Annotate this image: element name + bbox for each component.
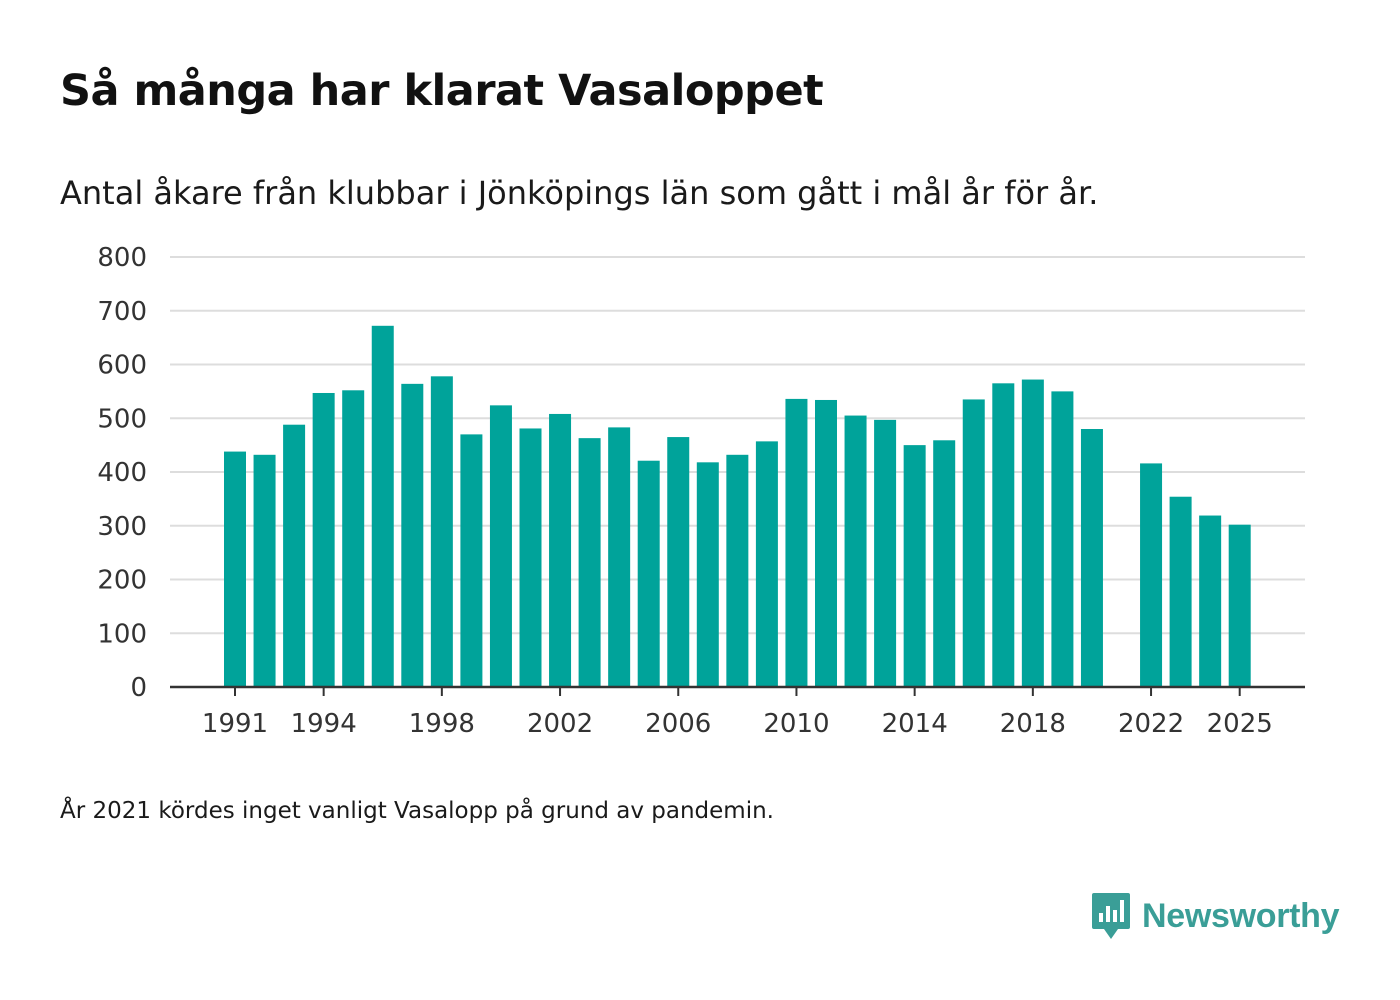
y-tick-label-300: 300 — [97, 512, 147, 542]
y-tick-label-400: 400 — [97, 458, 147, 488]
bar-1994 — [312, 392, 335, 687]
bars — [224, 325, 1251, 687]
y-tick-label-600: 600 — [97, 351, 147, 381]
brand-name: Newsworthy — [1142, 896, 1340, 935]
bar-2023 — [1169, 496, 1192, 687]
x-axis-ticks: 1991 1994 1998 2002 2006 2010 2014 2018 2022 2025 — [202, 687, 1273, 739]
x-tick-label-2006: 2006 — [645, 709, 711, 739]
bar-2002 — [549, 413, 572, 687]
y-tick-label-700: 700 — [97, 297, 147, 327]
chart-title: Så många har klarat Vasaloppet — [60, 66, 824, 116]
bar-1992 — [253, 454, 276, 687]
footnote: År 2021 kördes inget vanligt Vasalopp på… — [60, 798, 774, 824]
bar-2007 — [696, 462, 719, 687]
newsworthy-logo-icon — [1092, 893, 1130, 939]
bar-2009 — [755, 441, 778, 687]
bar-2008 — [726, 454, 749, 687]
bar-2013 — [874, 419, 897, 687]
bar-2019 — [1051, 391, 1074, 687]
bar-1998 — [430, 376, 453, 687]
bar-1996 — [371, 325, 394, 687]
bar-2020 — [1080, 429, 1103, 687]
bar-2005 — [637, 460, 660, 687]
y-tick-label-800: 800 — [97, 243, 147, 273]
x-tick-label-2018: 2018 — [1000, 709, 1066, 739]
bar-2017 — [992, 383, 1015, 687]
x-tick-label-1998: 1998 — [409, 709, 475, 739]
bar-1999 — [460, 434, 483, 687]
y-tick-label-500: 500 — [97, 404, 147, 434]
bar-2012 — [844, 415, 867, 687]
bar-2006 — [667, 437, 690, 687]
bar-1991 — [224, 451, 246, 687]
x-tick-label-2002: 2002 — [527, 709, 593, 739]
bar-2022 — [1140, 463, 1163, 687]
x-tick-label-2010: 2010 — [763, 709, 829, 739]
y-tick-label-100: 100 — [97, 619, 147, 649]
bar-2025 — [1228, 524, 1251, 687]
y-tick-label-0: 0 — [130, 673, 147, 703]
bar-2024 — [1199, 515, 1222, 687]
bar-2015 — [933, 440, 956, 687]
bar-2011 — [815, 399, 837, 687]
y-tick-label-200: 200 — [97, 566, 147, 596]
x-tick-label-1991: 1991 — [202, 709, 268, 739]
x-tick-label-2014: 2014 — [882, 709, 948, 739]
chart-subtitle: Antal åkare från klubbar i Jönköpings lä… — [60, 174, 1099, 212]
x-tick-label-1994: 1994 — [291, 709, 357, 739]
bar-1995 — [342, 390, 365, 687]
bar-2014 — [903, 445, 926, 687]
y-axis-ticks: 0 100 200 300 400 500 600 700 800 — [97, 243, 147, 703]
bar-1997 — [401, 383, 424, 687]
bar-1993 — [283, 424, 306, 687]
bar-2016 — [962, 399, 985, 687]
bar-2000 — [489, 405, 512, 687]
bar-2003 — [578, 438, 601, 687]
newsworthy-brand[interactable]: Newsworthy — [1090, 890, 1340, 942]
bar-2004 — [608, 427, 631, 687]
bar-2018 — [1021, 379, 1044, 687]
x-tick-label-2025: 2025 — [1207, 709, 1273, 739]
bar-2001 — [519, 428, 542, 687]
x-tick-label-2022: 2022 — [1118, 709, 1184, 739]
bar-2010 — [785, 398, 808, 687]
